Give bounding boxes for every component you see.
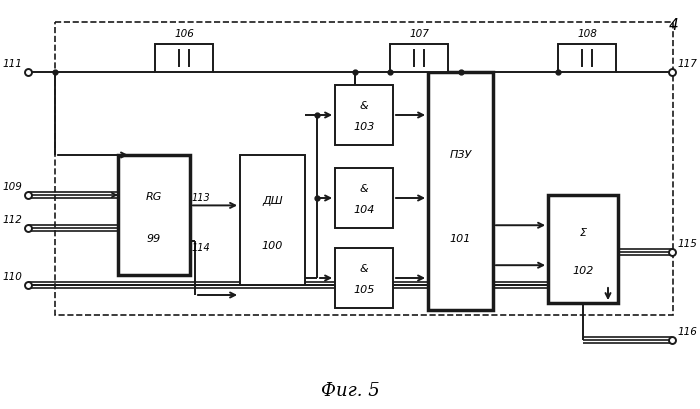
Bar [335, 85, 393, 145]
Bar [390, 44, 448, 72]
Bar [558, 44, 616, 72]
Text: 115: 115 [678, 239, 698, 249]
Text: 108: 108 [577, 29, 597, 39]
Bar [548, 195, 618, 303]
Text: 99: 99 [147, 234, 161, 244]
Text: &: & [360, 101, 368, 111]
Text: Σ: Σ [580, 228, 587, 238]
Text: 106: 106 [174, 29, 194, 39]
Text: 105: 105 [354, 285, 374, 295]
Text: 114: 114 [192, 243, 211, 254]
Bar [428, 72, 493, 310]
Text: 113: 113 [192, 193, 211, 203]
Text: ДШ: ДШ [262, 196, 283, 205]
Text: Фиг. 5: Фиг. 5 [321, 382, 379, 400]
Text: &: & [360, 264, 368, 274]
Text: 111: 111 [2, 59, 22, 69]
Text: ПЗУ: ПЗУ [449, 150, 472, 160]
Bar [55, 22, 673, 315]
Text: 112: 112 [2, 215, 22, 225]
Text: RG: RG [146, 192, 162, 202]
Text: &: & [360, 184, 368, 194]
Bar [155, 44, 213, 72]
Bar [335, 168, 393, 228]
Text: 100: 100 [262, 241, 284, 251]
Bar [118, 155, 190, 275]
Text: 103: 103 [354, 122, 374, 132]
Bar [335, 248, 393, 308]
Text: 102: 102 [573, 265, 594, 276]
Text: 116: 116 [678, 327, 698, 337]
Text: 101: 101 [450, 234, 471, 244]
Text: 107: 107 [409, 29, 429, 39]
Text: 110: 110 [2, 272, 22, 282]
Text: 104: 104 [354, 205, 374, 215]
Text: 109: 109 [2, 182, 22, 192]
Text: 117: 117 [678, 59, 698, 69]
Bar [240, 155, 305, 285]
Text: 4: 4 [668, 18, 678, 33]
